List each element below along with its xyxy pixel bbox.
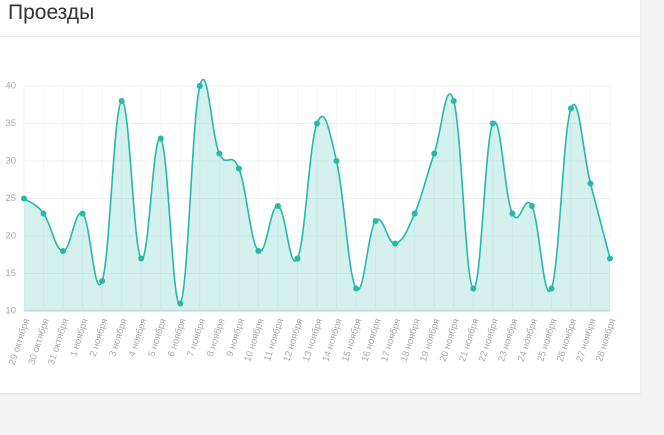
x-tick-label: 28 ноября — [594, 317, 618, 363]
point — [21, 195, 27, 202]
x-tick-label: 9 ноября — [224, 317, 247, 358]
y-tick-label: 30 — [5, 156, 16, 167]
point — [548, 285, 555, 292]
point — [314, 120, 320, 127]
card-header: Проезды — [0, 0, 640, 37]
point — [489, 120, 496, 127]
point — [372, 218, 379, 224]
x-tick-label: 3 ноября — [107, 317, 130, 358]
point — [528, 203, 535, 209]
point — [607, 255, 613, 262]
point — [392, 240, 399, 247]
x-tick-label: 2 ноября — [88, 317, 111, 358]
point — [470, 285, 477, 292]
point — [509, 210, 516, 217]
y-tick-label: 20 — [5, 231, 16, 242]
point — [118, 98, 125, 104]
point — [216, 150, 223, 157]
point — [60, 248, 67, 254]
area-fill — [24, 79, 610, 311]
point — [99, 278, 106, 284]
x-tick-label: 4 ноября — [127, 317, 150, 358]
y-tick-label: 25 — [5, 193, 16, 204]
point — [333, 158, 340, 164]
card: Проезды 10 15 20 25 30 35 40 29 октября 30 октяб… — [0, 0, 640, 393]
point — [40, 210, 47, 217]
y-tick-label: 15 — [5, 268, 16, 279]
point — [79, 210, 86, 217]
point — [567, 105, 574, 112]
card-title: Проезды — [8, 1, 95, 24]
point — [138, 255, 145, 262]
x-tick-label: 8 ноября — [205, 317, 228, 358]
point — [255, 248, 262, 254]
point — [411, 210, 418, 217]
point — [450, 98, 457, 104]
x-tick-label: 1 ноября — [68, 317, 91, 358]
point — [353, 285, 360, 292]
x-tick-label: 6 ноября — [166, 317, 189, 358]
x-tick-label: 7 ноября — [185, 317, 208, 358]
y-tick-label: 10 — [5, 306, 16, 317]
point — [431, 150, 438, 157]
point — [274, 203, 281, 209]
point — [587, 180, 594, 187]
point — [157, 135, 164, 142]
point — [177, 300, 184, 307]
point — [294, 255, 301, 262]
x-tick-label: 5 ноября — [146, 317, 169, 358]
point — [196, 83, 203, 89]
point — [235, 165, 242, 172]
y-tick-label: 35 — [5, 118, 16, 129]
y-tick-label: 40 — [5, 81, 16, 92]
